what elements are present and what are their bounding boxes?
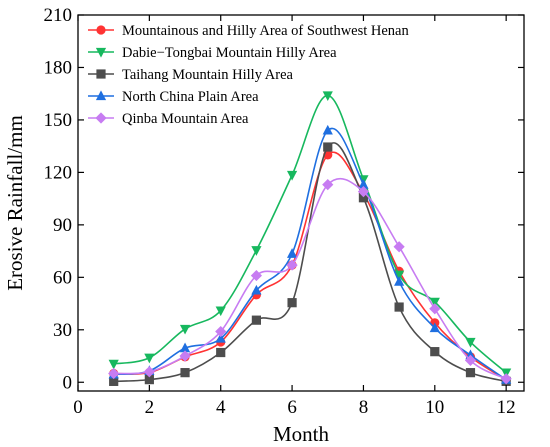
y-tick-label: 60 bbox=[53, 267, 72, 288]
data-point bbox=[108, 367, 120, 380]
plot-area-frame bbox=[77, 14, 525, 392]
data-point bbox=[287, 298, 297, 308]
series-line bbox=[113, 142, 507, 383]
data-point bbox=[144, 375, 154, 385]
series-layer bbox=[108, 91, 512, 386]
series-line bbox=[113, 127, 507, 381]
x-axis-title: Month bbox=[273, 422, 330, 446]
y-tick-label: 150 bbox=[44, 110, 73, 131]
data-point bbox=[393, 241, 405, 253]
data-point bbox=[286, 259, 298, 271]
data-point bbox=[215, 306, 226, 317]
data-point bbox=[322, 91, 333, 102]
data-point bbox=[179, 324, 191, 335]
y-tick-label: 180 bbox=[44, 57, 73, 78]
series-3 bbox=[109, 142, 511, 386]
x-tick-label: 8 bbox=[359, 397, 369, 418]
legend-marker bbox=[95, 47, 107, 58]
x-tick-label: 4 bbox=[216, 397, 226, 418]
data-point bbox=[286, 170, 298, 181]
data-point bbox=[358, 179, 369, 189]
data-point bbox=[216, 347, 226, 358]
legend-item: Dabie−Tongbai Mountain Hilly Area bbox=[88, 45, 337, 61]
data-point bbox=[323, 142, 333, 152]
legend-marker bbox=[96, 25, 106, 35]
x-tick-label: 12 bbox=[497, 397, 516, 418]
legend-item: Mountainous and Hilly Area of Southwest … bbox=[88, 23, 409, 39]
data-point bbox=[464, 354, 477, 366]
legend-marker bbox=[96, 69, 106, 79]
data-point bbox=[394, 302, 404, 312]
y-axis-title: Erosive Rainfall/mm bbox=[3, 115, 27, 291]
series-line bbox=[113, 94, 507, 374]
legend-label: North China Plain Area bbox=[122, 89, 259, 105]
data-point bbox=[251, 284, 262, 295]
data-point bbox=[322, 179, 334, 191]
data-point bbox=[465, 337, 476, 348]
data-point bbox=[144, 353, 155, 364]
x-tick-label: 10 bbox=[425, 397, 444, 418]
data-point bbox=[500, 373, 512, 385]
data-point bbox=[250, 269, 262, 282]
data-point bbox=[357, 186, 370, 198]
data-point bbox=[394, 276, 405, 286]
data-point bbox=[179, 342, 191, 353]
legend-label: Qinba Mountain Area bbox=[122, 111, 249, 127]
legend-label: Dabie−Tongbai Mountain Hilly Area bbox=[122, 45, 337, 61]
data-point bbox=[180, 368, 190, 378]
data-point bbox=[251, 246, 262, 256]
x-tick-label: 2 bbox=[145, 397, 155, 418]
series-5 bbox=[108, 177, 512, 385]
data-point bbox=[322, 124, 333, 135]
x-tick-label: 0 bbox=[73, 397, 83, 418]
legend-item: North China Plain Area bbox=[88, 89, 259, 105]
data-point bbox=[179, 350, 191, 362]
y-tick-label: 0 bbox=[63, 372, 73, 393]
x-tick-label: 6 bbox=[287, 397, 297, 418]
data-point bbox=[429, 322, 440, 333]
series-4 bbox=[108, 124, 512, 384]
data-point bbox=[429, 303, 441, 315]
data-point bbox=[394, 270, 405, 281]
legend-item: Qinba Mountain Area bbox=[88, 111, 249, 127]
legend-marker bbox=[95, 112, 107, 124]
legend: Mountainous and Hilly Area of Southwest … bbox=[88, 23, 409, 127]
data-point bbox=[286, 248, 298, 258]
data-point bbox=[430, 347, 440, 357]
data-point bbox=[251, 315, 261, 325]
data-point bbox=[215, 332, 226, 343]
legend-item: Taihang Mountain Hilly Area bbox=[88, 67, 293, 83]
data-point bbox=[215, 325, 227, 338]
data-point bbox=[109, 376, 119, 386]
data-point bbox=[108, 359, 119, 370]
data-point bbox=[465, 368, 476, 378]
legend-label: Taihang Mountain Hilly Area bbox=[122, 67, 293, 83]
y-tick-label: 210 bbox=[44, 5, 73, 26]
y-tick-label: 30 bbox=[53, 320, 72, 341]
data-point bbox=[429, 297, 440, 308]
y-tick-label: 90 bbox=[53, 215, 72, 236]
data-point bbox=[358, 193, 369, 203]
legend-marker bbox=[95, 90, 107, 101]
y-tick-label: 120 bbox=[44, 162, 73, 183]
data-point bbox=[143, 366, 155, 378]
legend-label: Mountainous and Hilly Area of Southwest … bbox=[122, 23, 409, 39]
